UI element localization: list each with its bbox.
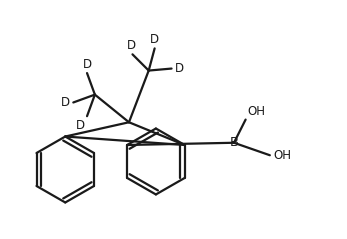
Text: D: D bbox=[175, 62, 184, 75]
Text: D: D bbox=[127, 39, 136, 52]
Text: D: D bbox=[61, 96, 70, 109]
Text: B: B bbox=[229, 136, 238, 149]
Text: D: D bbox=[76, 119, 85, 132]
Text: OH: OH bbox=[247, 105, 265, 118]
Text: D: D bbox=[83, 58, 92, 71]
Text: D: D bbox=[150, 33, 159, 46]
Text: OH: OH bbox=[273, 149, 291, 162]
